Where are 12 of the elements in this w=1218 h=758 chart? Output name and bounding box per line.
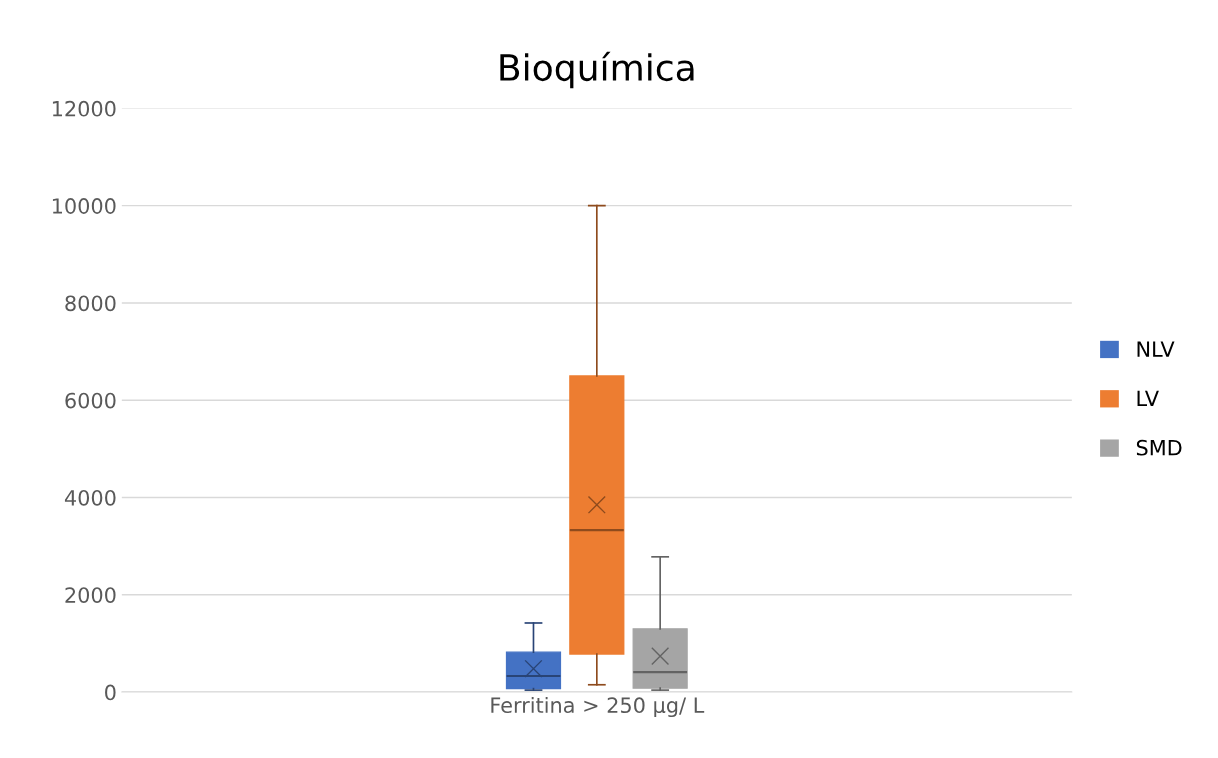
y-tick-label: 0 (105, 684, 116, 701)
legend-label: LV (1137, 390, 1159, 406)
legend-label: SMD (1136, 439, 1182, 456)
y-tick-label: 2000 (65, 587, 116, 603)
legend-label: NLV (1137, 341, 1175, 357)
x-tick-label: Ferritina > 250 µg/ L (491, 696, 705, 718)
y-tick-label: 6000 (65, 392, 116, 409)
y-tick-label: 10000 (52, 198, 116, 214)
chart-title: Bioquímica (500, 51, 694, 89)
y-tick-label: 8000 (65, 295, 116, 312)
y-tick-label: 12000 (52, 100, 116, 117)
y-tick-label: 4000 (64, 489, 116, 506)
